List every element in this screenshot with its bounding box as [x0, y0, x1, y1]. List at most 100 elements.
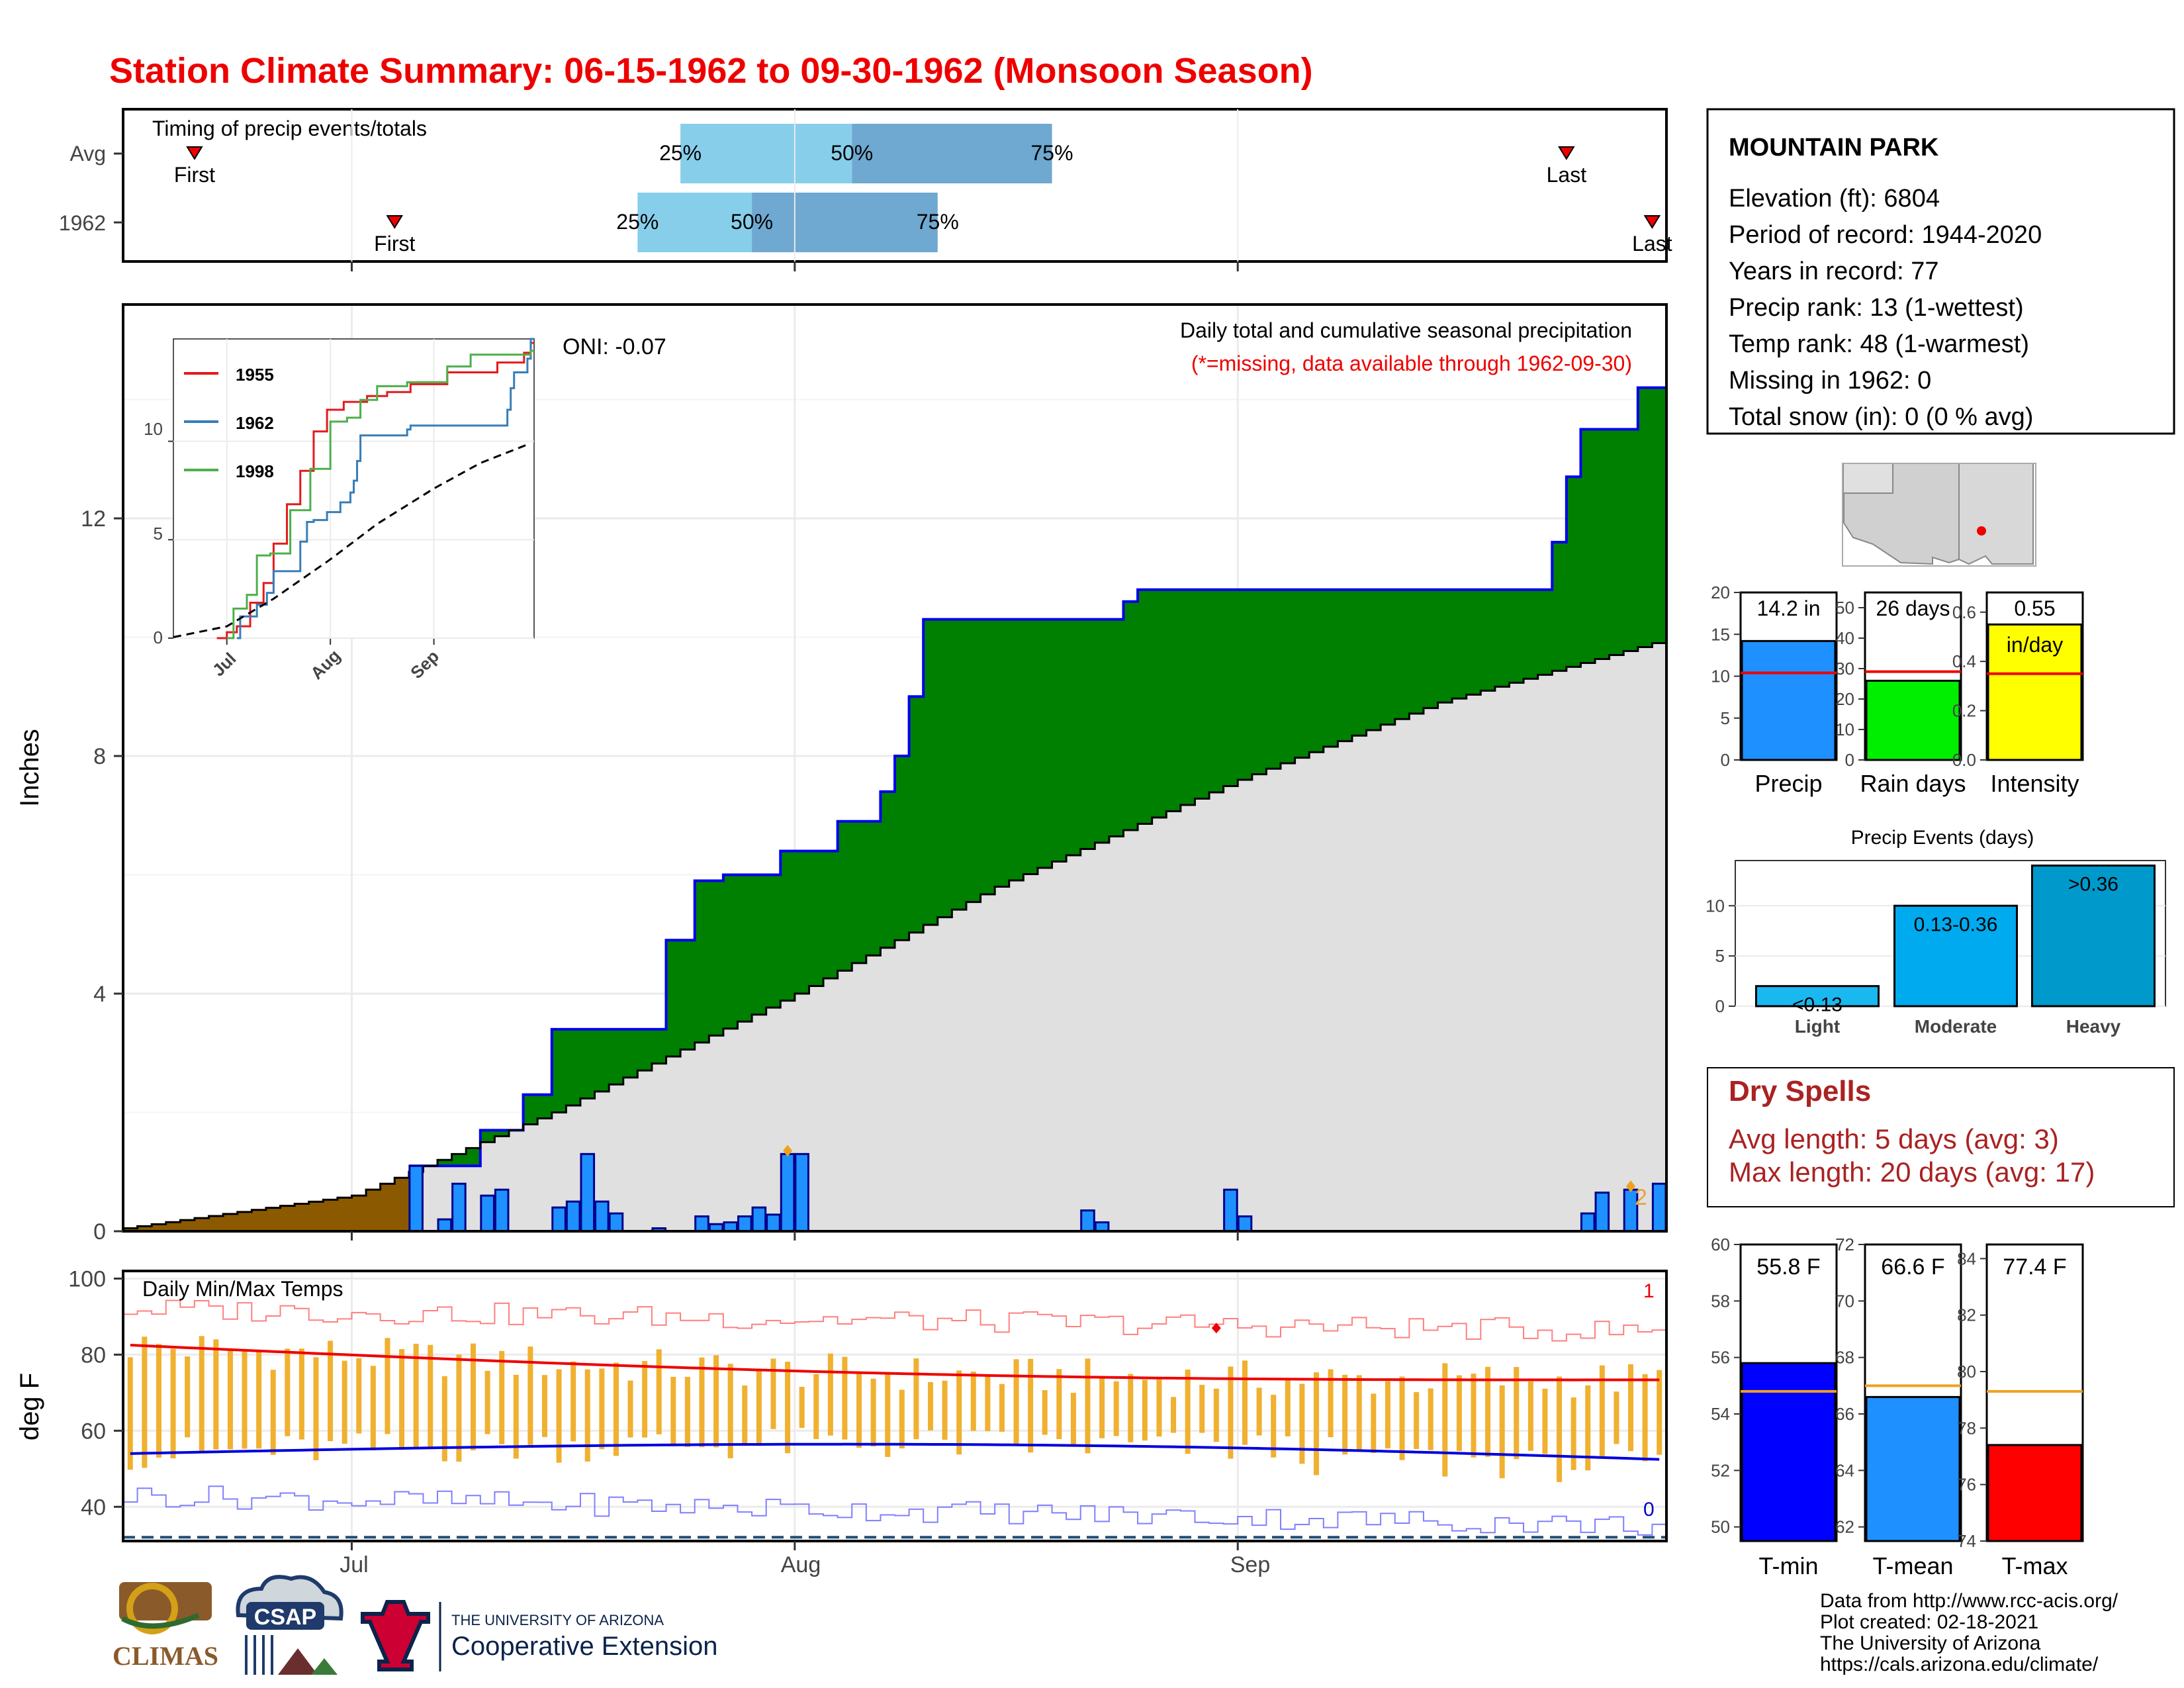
timing-row-avg-label: Avg: [69, 142, 106, 165]
max-precip-marker: [783, 1145, 793, 1157]
temp-bar-value-label: 66.6 F: [1881, 1254, 1944, 1280]
daily-temp-range-bar: [713, 1355, 719, 1448]
temp-bar-ytick-label: 68: [1835, 1348, 1854, 1368]
csap-logo: CSAP: [236, 1575, 343, 1675]
precip-missing-note: (*=missing, data available through 1962-…: [1191, 352, 1632, 375]
daily-temp-range-bar: [770, 1358, 776, 1429]
summary-bar-rain-days: [1865, 679, 1961, 761]
daily-temp-range-bar: [285, 1348, 291, 1436]
timing-q2-bar: [852, 124, 1052, 183]
avg-cumulative-area: [123, 643, 1666, 1231]
daily-temp-range-bar: [328, 1340, 334, 1442]
daily-temp-range-bar: [341, 1360, 347, 1444]
events-bar-label: 0.13-0.36: [1914, 914, 1998, 935]
daily-temp-range-bar: [499, 1350, 505, 1444]
daily-temp-range-bar: [899, 1389, 905, 1449]
precip-panel: Inches ONI: -0.07 Daily total and cumula…: [15, 303, 1668, 1244]
summary-value-label: 0.55: [2014, 596, 2055, 620]
daily-precip-bar: [437, 1218, 453, 1233]
daily-temp-range-bar: [541, 1375, 547, 1437]
temp-ytick-label: 40: [81, 1495, 106, 1520]
timing-q1-bar: [680, 124, 852, 183]
daily-temp-range-bar: [185, 1356, 191, 1438]
station-line-1: Period of record: 1944-2020: [1729, 221, 2042, 249]
daily-precip-bar: [1237, 1215, 1253, 1233]
temp-bar-ytick-label: 62: [1835, 1517, 1854, 1537]
daily-temp-range-bar: [1542, 1388, 1548, 1454]
daily-temp-range-bar: [570, 1361, 576, 1442]
temp-bar-ytick-label: 74: [1957, 1531, 1976, 1551]
daily-temp-range-bar: [1456, 1375, 1462, 1452]
avg-min-line: [130, 1442, 1660, 1461]
summary-value-label: 26 days: [1876, 596, 1950, 620]
daily-temp-range-bar: [170, 1348, 176, 1459]
precip-ytick-label: 12: [81, 506, 106, 532]
inset-ytick-10: 10: [144, 419, 163, 439]
daily-temp-range-bar: [756, 1370, 762, 1445]
temp-bar-value-label: 55.8 F: [1756, 1254, 1820, 1280]
university-of-arizona-logo: THE UNIVERSITY OF ARIZONA Cooperative Ex…: [361, 1600, 717, 1671]
surplus-area: [408, 387, 1667, 1172]
daily-temp-range-bar: [1213, 1388, 1219, 1442]
station-line-2: Years in record: 77: [1729, 258, 1939, 285]
daily-temp-range-bar: [1442, 1363, 1448, 1477]
month-axis: Jul Aug Sep: [340, 1552, 1270, 1577]
precip-ytick-label: 0: [93, 1219, 106, 1244]
record-min-line: [123, 1485, 1666, 1536]
daily-temp-range-bar: [885, 1374, 891, 1457]
daily-temp-range-bar: [1199, 1384, 1205, 1433]
events-bar-label: <0.13: [1792, 994, 1843, 1016]
daily-temp-range-bar: [1142, 1380, 1148, 1441]
month-aug: Aug: [781, 1552, 821, 1577]
summary-bar-name: Intensity: [1990, 770, 2079, 797]
daily-precip-bar: [766, 1213, 781, 1233]
summary-ytick-label: 0.2: [1952, 701, 1976, 721]
events-title: Precip Events (days): [1851, 827, 2034, 849]
inset-series-1962: [236, 338, 534, 639]
daily-temp-range-bar: [1185, 1369, 1191, 1454]
daily-temp-range-bar: [942, 1380, 948, 1440]
temp-count-lo: 0: [1643, 1499, 1655, 1521]
summary-ytick-label: 0.4: [1952, 651, 1976, 671]
daily-temp-range-bar: [856, 1373, 862, 1448]
timing-p25-label: 25%: [616, 210, 659, 234]
climas-logo: CLIMAS: [113, 1582, 218, 1671]
dry-spells-max: Max length: 20 days (avg: 17): [1729, 1156, 2095, 1188]
climas-logo-text: CLIMAS: [113, 1641, 218, 1671]
summary-ytick-label: 20: [1711, 583, 1730, 602]
temp-bar-value-label: 77.4 F: [2003, 1254, 2066, 1280]
timing-p25-label: 25%: [659, 141, 702, 165]
daily-temp-range-bar: [313, 1357, 319, 1460]
daily-temp-range-bar: [699, 1357, 705, 1448]
daily-temp-range-bar: [656, 1349, 662, 1434]
timing-first-label: First: [374, 232, 415, 256]
daily-precip-bar: [608, 1212, 624, 1233]
temp-bar-ytick-label: 64: [1835, 1460, 1854, 1480]
daily-precip-bar: [794, 1152, 809, 1233]
daily-temp-range-bar: [684, 1376, 690, 1447]
temp-bar-ytick-label: 60: [1711, 1235, 1730, 1254]
daily-temp-range-bar: [870, 1378, 876, 1447]
daily-temp-range-bar: [1342, 1374, 1348, 1455]
daily-precip-bar: [408, 1164, 424, 1233]
max-precip-marker: [1626, 1180, 1636, 1193]
daily-precip-bar: [565, 1200, 581, 1233]
inset-legend-1955: 1955: [236, 365, 274, 385]
cumulative-avg-line: [123, 642, 1666, 1230]
station-line-6: Total snow (in): 0 (0 % avg): [1729, 403, 2033, 431]
timing-last-label: Last: [1547, 163, 1587, 187]
station-name: MOUNTAIN PARK: [1729, 134, 1939, 162]
daily-temp-range-bar: [1399, 1376, 1405, 1460]
daily-temp-range-bar: [670, 1376, 676, 1446]
summary-ytick-label: 0: [1721, 750, 1730, 770]
daily-temp-range-bar: [1527, 1381, 1533, 1451]
daily-temp-range-bar: [1485, 1366, 1491, 1457]
daily-precip-bar: [751, 1206, 767, 1233]
dry-spells-title: Dry Spells: [1729, 1075, 1871, 1107]
daily-temp-range-bar: [1085, 1358, 1091, 1454]
record-max-line: [123, 1299, 1666, 1342]
temp-bar-ytick-label: 84: [1957, 1248, 1976, 1268]
temp-ytick-label: 100: [68, 1266, 106, 1291]
daily-temp-range-bar: [1628, 1364, 1634, 1452]
summary-ytick-label: 10: [1835, 720, 1854, 739]
